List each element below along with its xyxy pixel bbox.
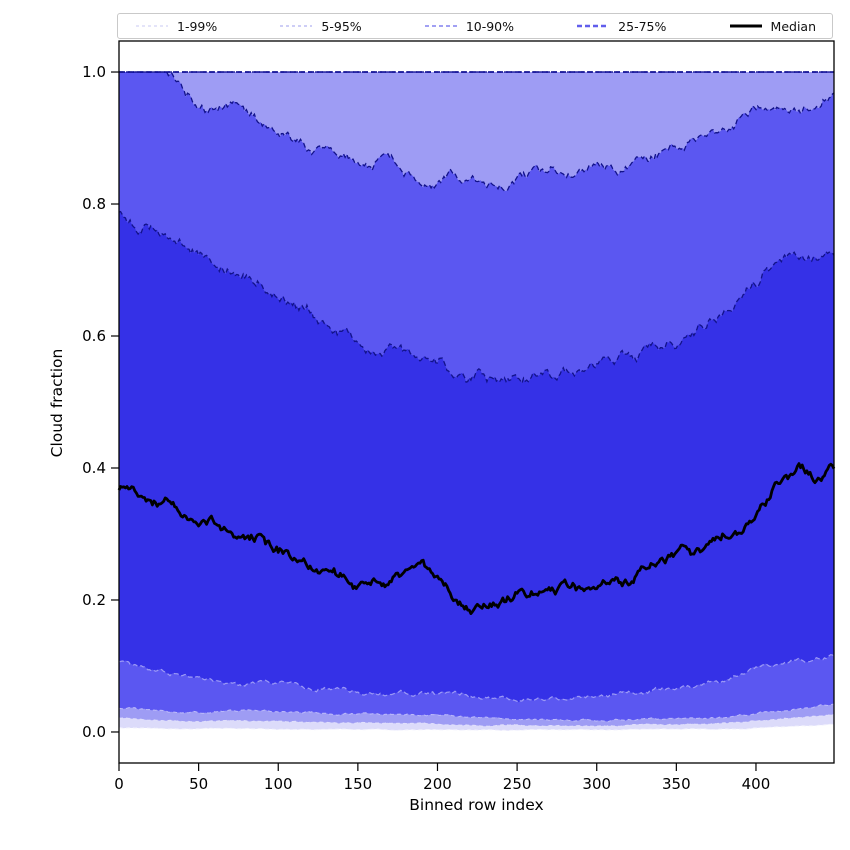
legend-item-10-90-: 10-90% — [423, 19, 514, 34]
x-tick-label: 200 — [423, 775, 452, 793]
legend-label: 5-95% — [321, 18, 362, 34]
y-tick-label: 0.8 — [82, 195, 106, 213]
y-tick-label: 0.0 — [82, 723, 106, 741]
p1-edge-line — [119, 723, 835, 732]
p90-edge-line — [119, 71, 835, 192]
x-tick-label: 150 — [344, 775, 373, 793]
x-tick-label: 100 — [264, 775, 293, 793]
y-tick-label: 1.0 — [82, 63, 106, 81]
x-tick-label: 400 — [742, 775, 771, 793]
x-tick-label: 0 — [114, 775, 124, 793]
legend-label: 10-90% — [465, 18, 515, 34]
p75-edge-line — [118, 210, 835, 385]
y-tick-label: 0.2 — [82, 591, 106, 609]
legend: 1-99% 5-95% 10-90% 25-75% Median — [117, 13, 833, 39]
legend-item-1-99-: 1-99% — [134, 19, 217, 34]
p25-edge-line — [119, 653, 835, 704]
legend-item-25-75-: 25-75% — [575, 19, 666, 34]
y-tick-label: 0.4 — [82, 459, 106, 477]
x-tick-label: 50 — [189, 775, 208, 793]
y-tick-label: 0.6 — [82, 327, 106, 345]
legend-line-swatch-icon — [424, 25, 457, 27]
x-tick-label: 350 — [662, 775, 691, 793]
percentile-band-25-75pct — [119, 211, 834, 703]
legend-item-median: Median — [728, 19, 816, 34]
p5-edge-line — [118, 714, 835, 727]
legend-label: 25-75% — [618, 18, 667, 34]
median-line — [117, 462, 836, 615]
legend-item-5-95-: 5-95% — [278, 18, 362, 34]
legend-label: Median — [770, 18, 816, 34]
y-axis-label: Cloud fraction — [48, 348, 66, 458]
axes-frame — [118, 40, 835, 764]
legend-line-swatch-icon — [729, 24, 762, 28]
legend-line-swatch-icon — [136, 25, 168, 27]
legend-line-swatch-icon — [280, 25, 313, 27]
x-tick-label: 300 — [582, 775, 611, 793]
x-tick-label: 250 — [503, 775, 532, 793]
legend-label: 1-99% — [177, 18, 218, 34]
legend-line-swatch-icon — [577, 24, 610, 28]
x-axis-label: Binned row index — [409, 796, 544, 814]
